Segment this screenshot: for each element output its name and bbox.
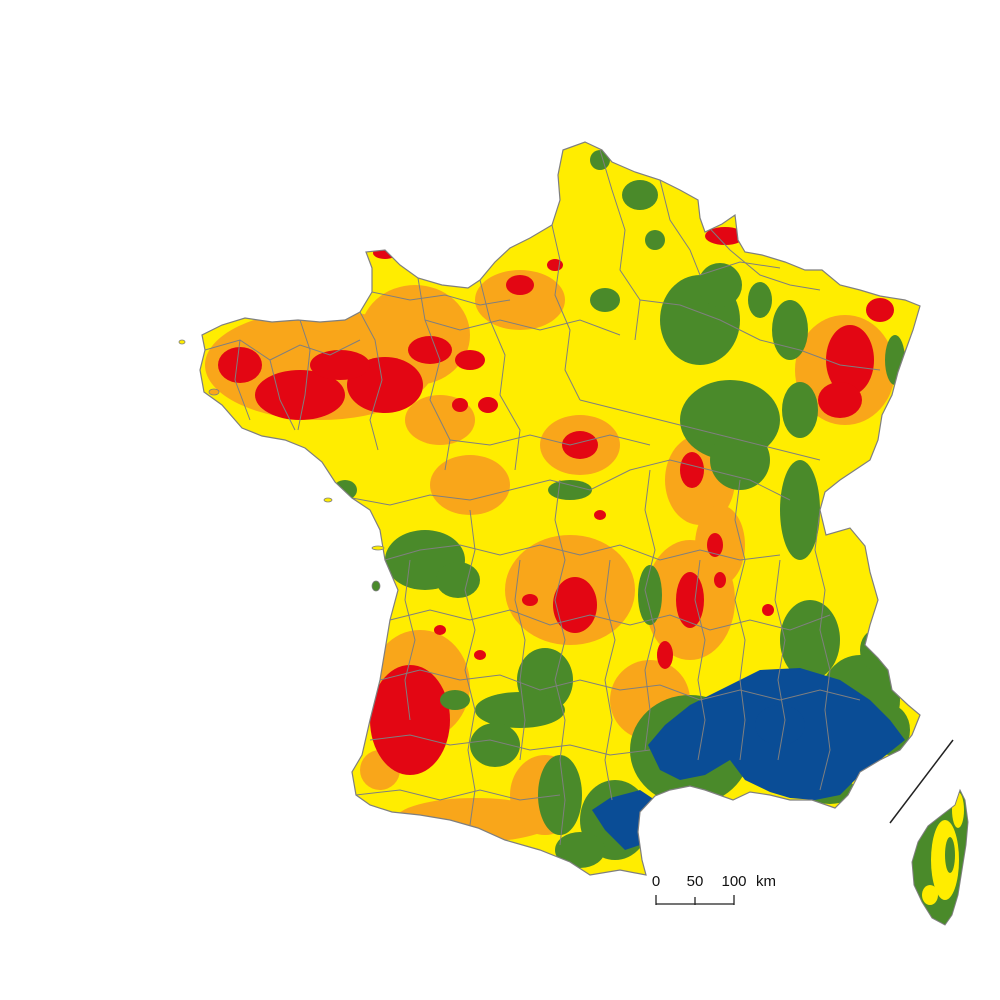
island [371, 545, 385, 551]
red-class-zones [218, 227, 894, 775]
corsica-yellow-zone [922, 885, 938, 905]
island [371, 580, 381, 592]
island [323, 497, 333, 503]
department-boundaries [204, 149, 881, 846]
inset-separator-line [889, 739, 954, 824]
scale-label-0: 0 [652, 873, 660, 890]
scale-bar: 0 50 100 km [652, 873, 776, 905]
scale-unit: km [756, 873, 776, 890]
scale-label-50: 50 [687, 873, 704, 890]
island [208, 388, 220, 396]
corsica-outline [911, 788, 969, 926]
corsica-green-zone [945, 837, 955, 873]
mainland-france [178, 141, 921, 876]
scale-label-100: 100 [721, 873, 746, 890]
corsica-inset [911, 788, 969, 926]
island [178, 339, 186, 345]
coastline-outline [199, 141, 921, 876]
